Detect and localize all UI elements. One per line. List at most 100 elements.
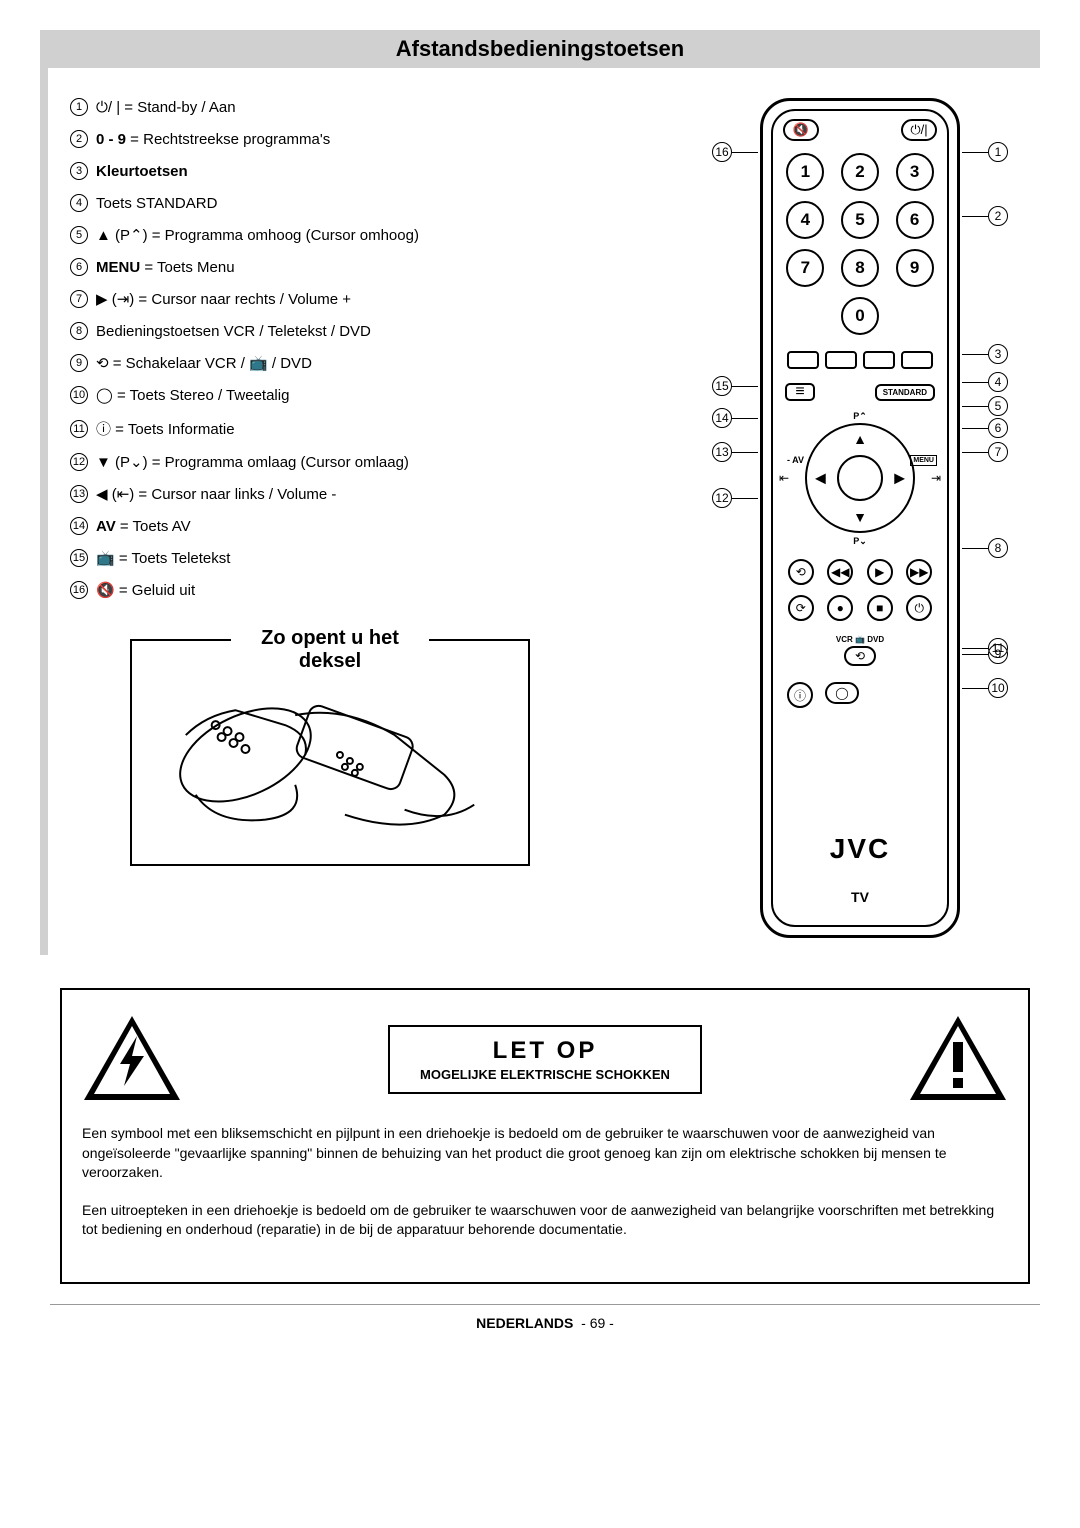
- lid-title: Zo opent u het deksel: [231, 627, 429, 673]
- legend-text: ◯ = Toets Stereo / Tweetalig: [96, 386, 289, 404]
- page-footer: NEDERLANDS - 69 -: [50, 1304, 1040, 1341]
- mute-button[interactable]: 🔇: [783, 119, 819, 141]
- right-arrow-icon: ▶: [894, 470, 905, 487]
- legend-text: 📺 = Toets Teletekst: [96, 549, 230, 567]
- legend-number: 8: [70, 322, 88, 340]
- remote-top-row: 🔇 ⏻/|: [763, 101, 957, 141]
- callout-14: 14: [712, 408, 758, 428]
- callout-4: 4: [962, 372, 1008, 392]
- left-arrow-icon: ◀: [815, 470, 826, 487]
- legend-text: ⟲ = Schakelaar VCR / 📺 / DVD: [96, 354, 312, 372]
- legend-item: 4Toets STANDARD: [70, 194, 550, 212]
- page: Afstandsbedieningstoetsen 1 ⏻/ | = Stand-…: [0, 0, 1080, 1361]
- media-pause[interactable]: ⏻: [906, 595, 932, 621]
- standard-button[interactable]: STANDARD: [875, 384, 935, 401]
- legend-number: 13: [70, 485, 88, 503]
- menu-button[interactable]: MENU: [910, 455, 937, 466]
- legend-item: 9 ⟲ = Schakelaar VCR / 📺 / DVD: [70, 354, 550, 372]
- number-button-6[interactable]: 6: [896, 201, 934, 239]
- number-pad: 123 456 789: [763, 141, 957, 287]
- legend-number: 12: [70, 453, 88, 471]
- legend-text: ▼ (P⌄) = Programma omlaag (Cursor omlaag…: [96, 453, 409, 471]
- caution-box: LET OP MOGELIJKE ELEKTRISCHE SCHOKKEN Ee…: [60, 988, 1030, 1284]
- caution-title-box: LET OP MOGELIJKE ELEKTRISCHE SCHOKKEN: [388, 1025, 702, 1094]
- lid-illustration: [146, 655, 514, 845]
- power-button[interactable]: ⏻/|: [901, 119, 937, 141]
- number-button-9[interactable]: 9: [896, 249, 934, 287]
- number-button-1[interactable]: 1: [786, 153, 824, 191]
- legend-number: 16: [70, 581, 88, 599]
- number-button-4[interactable]: 4: [786, 201, 824, 239]
- legend-number: 15: [70, 549, 88, 567]
- vcr-dvd-label: VCR 📺 DVD: [763, 631, 957, 644]
- legend-column: 1 ⏻/ | = Stand-by / Aan 20 - 9 = Rechtstre…: [70, 98, 550, 938]
- vcr-dvd-switch[interactable]: ⟲: [844, 646, 876, 666]
- media-rewind[interactable]: ◀◀: [827, 559, 853, 585]
- footer-language: NEDERLANDS: [476, 1315, 573, 1331]
- legend-item: 15 📺 = Toets Teletekst: [70, 549, 550, 567]
- legend-number: 10: [70, 386, 88, 404]
- media-stop[interactable]: ■: [867, 595, 893, 621]
- p-down-label: P⌄: [853, 536, 867, 547]
- legend-item: 20 - 9 = Rechtstreekse programma's: [70, 130, 550, 148]
- legend-number: 1: [70, 98, 88, 116]
- number-button-3[interactable]: 3: [896, 153, 934, 191]
- number-button-2[interactable]: 2: [841, 153, 879, 191]
- up-arrow-icon: ▲: [853, 431, 867, 447]
- legend-number: 7: [70, 290, 88, 308]
- lightning-triangle-icon: [82, 1014, 182, 1104]
- legend-text: ▲ (P⌃) = Programma omhoog (Cursor omhoog…: [96, 226, 419, 244]
- legend-number: 14: [70, 517, 88, 535]
- caution-paragraph-1: Een symbool met een bliksemschicht en pi…: [82, 1124, 1008, 1183]
- callout-16: 16: [712, 142, 758, 162]
- media-play[interactable]: ▶: [867, 559, 893, 585]
- info-button[interactable]: ⓘ: [787, 682, 813, 708]
- exclamation-triangle-icon: [908, 1014, 1008, 1104]
- legend-item: 13 ◀ (⇤) = Cursor naar links / Volume -: [70, 485, 550, 503]
- legend-text: ◀ (⇤) = Cursor naar links / Volume -: [96, 485, 336, 503]
- dpad-ring[interactable]: ▲ ▼ ◀ ▶: [805, 423, 915, 533]
- lid-instruction-box: Zo opent u het deksel: [130, 639, 530, 866]
- legend-text: 🔇 = Geluid uit: [96, 581, 195, 599]
- legend-text: ⓘ = Toets Informatie: [96, 418, 235, 439]
- number-button-5[interactable]: 5: [841, 201, 879, 239]
- legend-number: 3: [70, 162, 88, 180]
- color-button-red[interactable]: [787, 351, 819, 369]
- down-arrow-icon: ▼: [853, 509, 867, 525]
- legend-item: 14AV = Toets AV: [70, 517, 550, 535]
- color-button-green[interactable]: [825, 351, 857, 369]
- left-margin-bar: [40, 55, 48, 955]
- teletext-button[interactable]: ≡: [785, 383, 815, 401]
- number-button-0[interactable]: 0: [841, 297, 879, 335]
- callout-8: 8: [962, 538, 1008, 558]
- info-row: ⓘ ◯: [763, 676, 957, 714]
- legend-text: ▶ (⇥) = Cursor naar rechts / Volume +: [96, 290, 351, 308]
- callout-1: 1: [962, 142, 1008, 162]
- media-ffwd[interactable]: ▶▶: [906, 559, 932, 585]
- legend-number: 11: [70, 420, 88, 438]
- page-title: Afstandsbedieningstoetsen: [40, 30, 1040, 68]
- av-button[interactable]: - AV: [787, 455, 804, 465]
- legend-text: ⏻/ | = Stand-by / Aan: [96, 99, 236, 116]
- legend-number: 6: [70, 258, 88, 276]
- media-btn-5[interactable]: ⟳: [788, 595, 814, 621]
- legend-number: 9: [70, 354, 88, 372]
- callout-13: 13: [712, 442, 758, 462]
- dpad-center[interactable]: [837, 455, 883, 501]
- legend-text: Bedieningstoetsen VCR / Teletekst / DVD: [96, 323, 371, 340]
- color-button-blue[interactable]: [901, 351, 933, 369]
- color-button-yellow[interactable]: [863, 351, 895, 369]
- legend-item: 11 ⓘ = Toets Informatie: [70, 418, 550, 439]
- callout-10: 10: [962, 678, 1008, 698]
- remote-body: 🔇 ⏻/| 123 456 789 0 ≡ STANDARD: [760, 98, 960, 938]
- caution-subtitle: MOGELIJKE ELEKTRISCHE SCHOKKEN: [420, 1067, 670, 1082]
- number-button-7[interactable]: 7: [786, 249, 824, 287]
- stereo-button[interactable]: ◯: [825, 682, 859, 704]
- callout-3: 3: [962, 344, 1008, 364]
- number-button-8[interactable]: 8: [841, 249, 879, 287]
- legend-item: 5▲ (P⌃) = Programma omhoog (Cursor omhoo…: [70, 226, 550, 244]
- media-record[interactable]: ●: [827, 595, 853, 621]
- media-btn-1[interactable]: ⟲: [788, 559, 814, 585]
- standard-row: ≡ STANDARD: [763, 377, 957, 407]
- legend-item: 1 ⏻/ | = Stand-by / Aan: [70, 98, 550, 116]
